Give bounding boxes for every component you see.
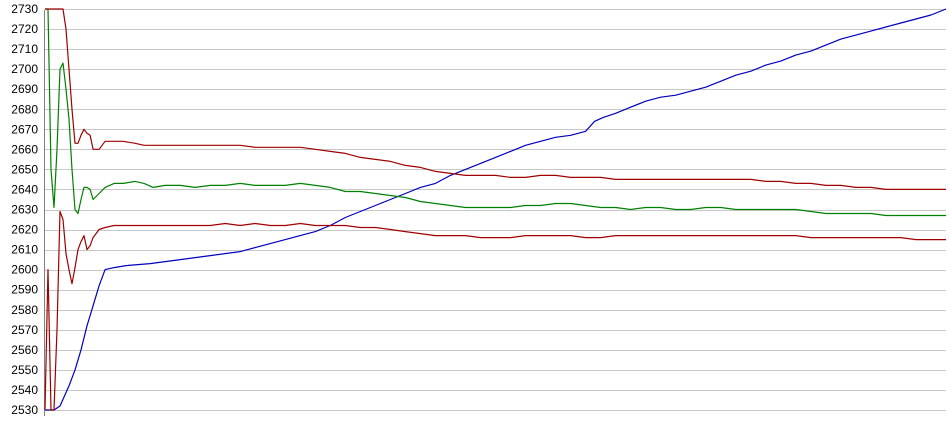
y-tick-label: 2540: [11, 383, 38, 397]
y-tick-label: 2670: [11, 122, 38, 136]
grid: [45, 9, 946, 411]
y-tick-label: 2570: [11, 323, 38, 337]
y-tick-label: 2730: [11, 2, 38, 16]
y-tick-label: 2700: [11, 62, 38, 76]
series-line-2: [45, 8, 946, 217]
y-tick-label: 2720: [11, 22, 38, 36]
y-tick-label: 2710: [11, 42, 38, 56]
y-tick-label: 2660: [11, 142, 38, 156]
series-lines: [44, 8, 947, 411]
y-tick-label: 2590: [11, 283, 38, 297]
y-tick-label: 2560: [11, 343, 38, 357]
y-axis-tick-labels: 2530 2540 2550 2560 2570 2580 2590 2600 2610 2620…: [11, 2, 38, 417]
series-line-4: [44, 210, 946, 411]
y-tick-label: 2680: [11, 102, 38, 116]
y-tick-label: 2640: [11, 182, 38, 196]
y-tick-label: 2530: [11, 403, 38, 417]
series-line-1: [45, 8, 947, 411]
y-tick-label: 2600: [11, 263, 38, 277]
y-tick-label: 2580: [11, 303, 38, 317]
y-tick-label: 2650: [11, 162, 38, 176]
y-tick-label: 2630: [11, 203, 38, 217]
y-tick-label: 2620: [11, 223, 38, 237]
y-tick-label: 2690: [11, 82, 38, 96]
y-tick-label: 2610: [11, 243, 38, 257]
series-line-3: [45, 8, 946, 190]
y-tick-label: 2550: [11, 363, 38, 377]
